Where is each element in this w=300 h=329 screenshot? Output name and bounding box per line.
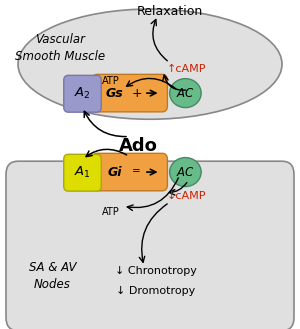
FancyBboxPatch shape bbox=[64, 154, 101, 191]
Text: SA & AV
Nodes: SA & AV Nodes bbox=[29, 261, 76, 291]
Text: ↑cAMP: ↑cAMP bbox=[167, 64, 206, 74]
Text: Vascular
Smooth Muscle: Vascular Smooth Muscle bbox=[15, 33, 105, 63]
Text: $A_1$: $A_1$ bbox=[74, 165, 91, 180]
FancyBboxPatch shape bbox=[6, 161, 294, 329]
Text: ATP: ATP bbox=[102, 207, 120, 217]
Text: +: + bbox=[131, 87, 142, 100]
Text: $A_2$: $A_2$ bbox=[74, 86, 91, 101]
Ellipse shape bbox=[170, 158, 201, 187]
Text: Relaxation: Relaxation bbox=[136, 5, 202, 18]
Text: ↓ Dromotropy: ↓ Dromotropy bbox=[116, 286, 196, 296]
Text: Gi: Gi bbox=[107, 165, 122, 179]
Ellipse shape bbox=[18, 9, 282, 119]
Text: Ado: Ado bbox=[118, 138, 158, 155]
Text: $AC$: $AC$ bbox=[176, 165, 195, 179]
Text: $AC$: $AC$ bbox=[176, 87, 195, 100]
Text: =: = bbox=[132, 166, 141, 176]
FancyBboxPatch shape bbox=[92, 74, 167, 112]
Text: Gs: Gs bbox=[106, 87, 124, 100]
Text: ATP: ATP bbox=[102, 76, 120, 86]
FancyBboxPatch shape bbox=[92, 153, 167, 191]
Text: ↓ Chronotropy: ↓ Chronotropy bbox=[115, 266, 197, 276]
FancyBboxPatch shape bbox=[64, 75, 101, 112]
Ellipse shape bbox=[170, 79, 201, 108]
Text: ↓cAMP: ↓cAMP bbox=[167, 191, 206, 201]
